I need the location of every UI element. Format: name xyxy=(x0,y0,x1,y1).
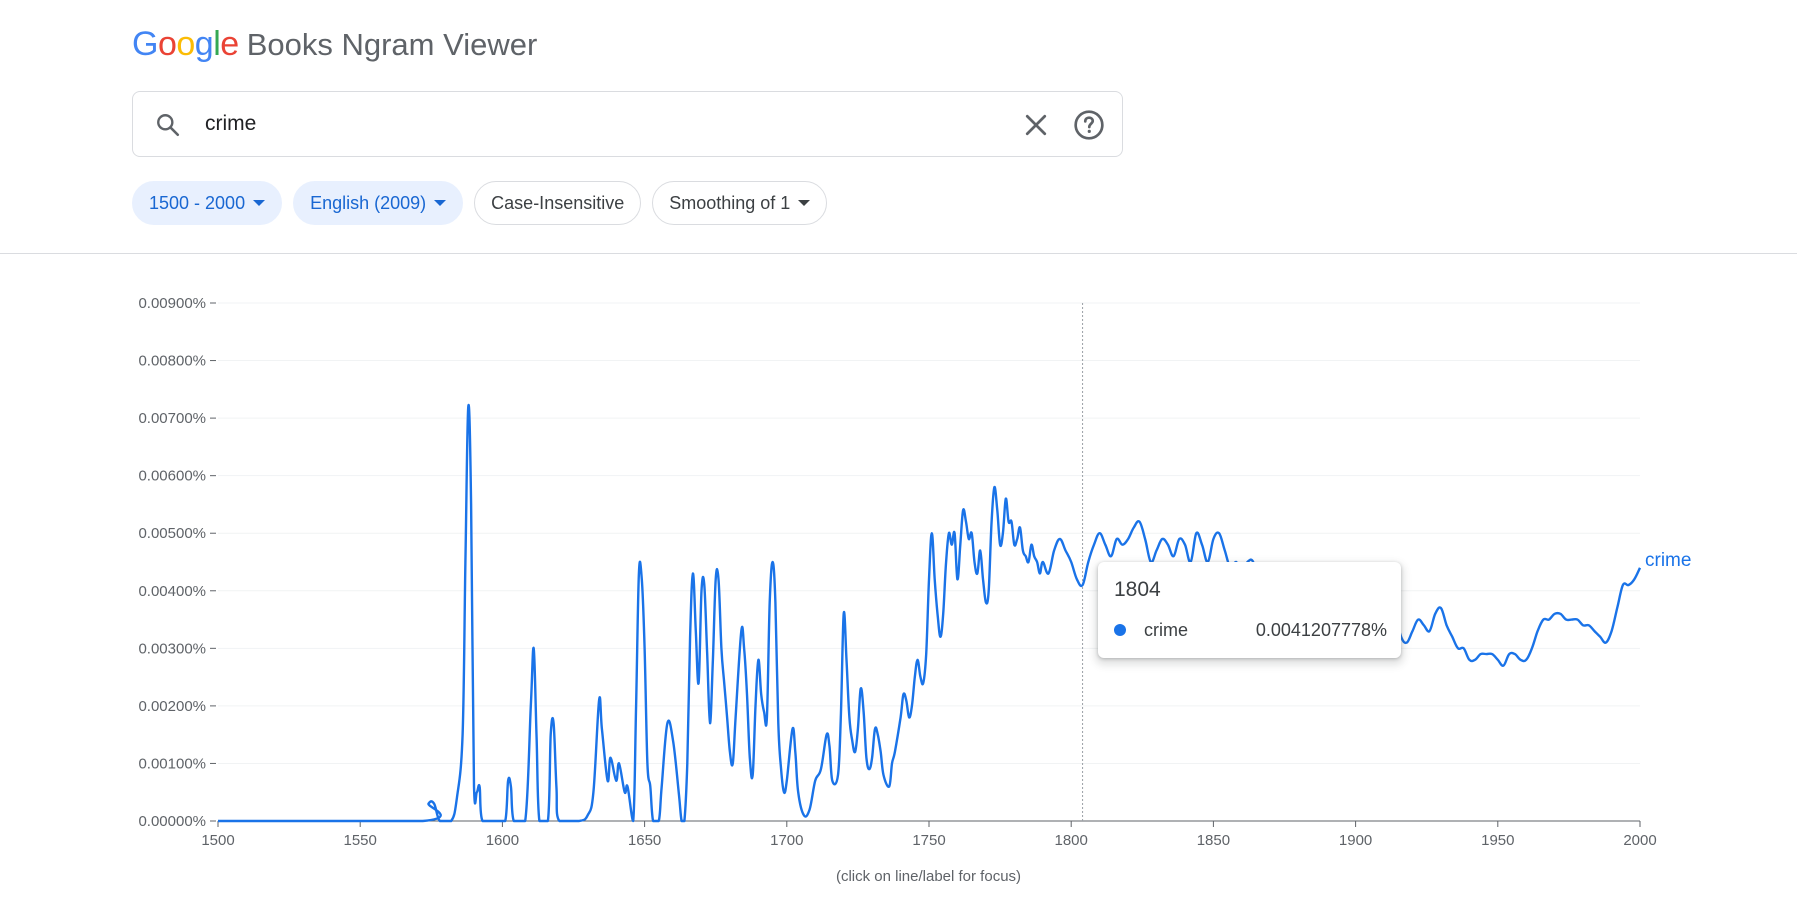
x-tick-label: 1900 xyxy=(1339,832,1372,849)
x-tick-label: 1600 xyxy=(486,832,519,849)
logo-letter: g xyxy=(194,24,214,63)
smoothing-label: Smoothing of 1 xyxy=(669,192,791,213)
case-label: Case-Insensitive xyxy=(491,192,625,213)
app-title: Books Ngram Viewer xyxy=(246,26,538,62)
y-tick-label: 0.00800% xyxy=(138,353,206,370)
smoothing-dropdown[interactable]: Smoothing of 1 xyxy=(652,181,828,225)
x-axis: 1500 1550 1600 1650 1700 1750 1800 1850 1900 1950… xyxy=(201,820,1657,849)
year-range-dropdown[interactable]: 1500 - 2000 xyxy=(132,181,283,225)
google-wordmark: Google xyxy=(132,25,239,63)
series-label-crime[interactable]: crime xyxy=(1645,550,1691,571)
logo-letter: o xyxy=(176,24,195,63)
close-icon[interactable] xyxy=(1021,110,1051,140)
logo-letter: G xyxy=(132,24,158,63)
logo-letter: e xyxy=(220,24,239,63)
corpus-label: English (2009) xyxy=(310,192,427,213)
chart-grid xyxy=(218,302,1640,764)
search-box xyxy=(132,91,1123,157)
y-tick-label: 0.00500% xyxy=(138,525,206,542)
x-tick-label: 1950 xyxy=(1481,832,1514,849)
help-icon[interactable] xyxy=(1073,109,1105,141)
y-tick-label: 0.00200% xyxy=(138,698,206,715)
y-tick-label: 0.00400% xyxy=(138,583,206,600)
ngram-chart[interactable]: 0.00000% 0.00100% 0.00200% 0.00300% 0.00400%… xyxy=(0,270,1797,870)
search-input[interactable] xyxy=(205,106,1005,142)
x-tick-label: 1700 xyxy=(770,832,803,849)
app-header: Google Books Ngram Viewer xyxy=(132,24,537,64)
y-axis: 0.00000% 0.00100% 0.00200% 0.00300% 0.00400%… xyxy=(138,295,216,830)
filter-chips: 1500 - 2000 English (2009) Case-Insensit… xyxy=(132,181,828,225)
y-tick-label: 0.00900% xyxy=(138,295,206,312)
y-tick-label: 0.00700% xyxy=(138,410,206,427)
header-divider xyxy=(0,253,1797,254)
tooltip-value: 0.0041207778% xyxy=(1255,620,1387,640)
x-tick-label: 1850 xyxy=(1197,832,1230,849)
logo-letter: l xyxy=(213,24,221,63)
logo-letter: o xyxy=(157,24,177,63)
x-tick-label: 1800 xyxy=(1055,832,1088,849)
tooltip-year: 1804 xyxy=(1114,578,1161,601)
y-tick-label: 0.00600% xyxy=(138,468,206,485)
hover-tooltip: 1804 crime 0.0041207778% xyxy=(1098,562,1401,658)
x-tick-label: 2000 xyxy=(1623,832,1656,849)
x-tick-label: 1650 xyxy=(628,832,661,849)
corpus-dropdown[interactable]: English (2009) xyxy=(293,181,464,225)
x-tick-label: 1750 xyxy=(912,832,945,849)
case-insensitive-toggle[interactable]: Case-Insensitive xyxy=(474,181,642,225)
x-tick-label: 1550 xyxy=(344,832,377,849)
caret-down-icon xyxy=(253,200,266,206)
chart-caption: (click on line/label for focus) xyxy=(835,868,1022,885)
series-line-crime[interactable] xyxy=(218,403,1642,823)
tooltip-series-name: crime xyxy=(1144,620,1188,640)
y-tick-label: 0.00300% xyxy=(138,640,206,657)
google-books-logo[interactable]: Google Books Ngram Viewer xyxy=(132,25,537,64)
x-tick-label: 1500 xyxy=(201,832,234,849)
year-range-label: 1500 - 2000 xyxy=(149,192,246,213)
y-tick-label: 0.00000% xyxy=(138,813,206,830)
series-color-dot xyxy=(1114,624,1126,636)
y-tick-label: 0.00100% xyxy=(138,755,206,772)
search-icon[interactable] xyxy=(155,112,181,138)
caret-down-icon xyxy=(798,200,811,206)
caret-down-icon xyxy=(434,200,447,206)
